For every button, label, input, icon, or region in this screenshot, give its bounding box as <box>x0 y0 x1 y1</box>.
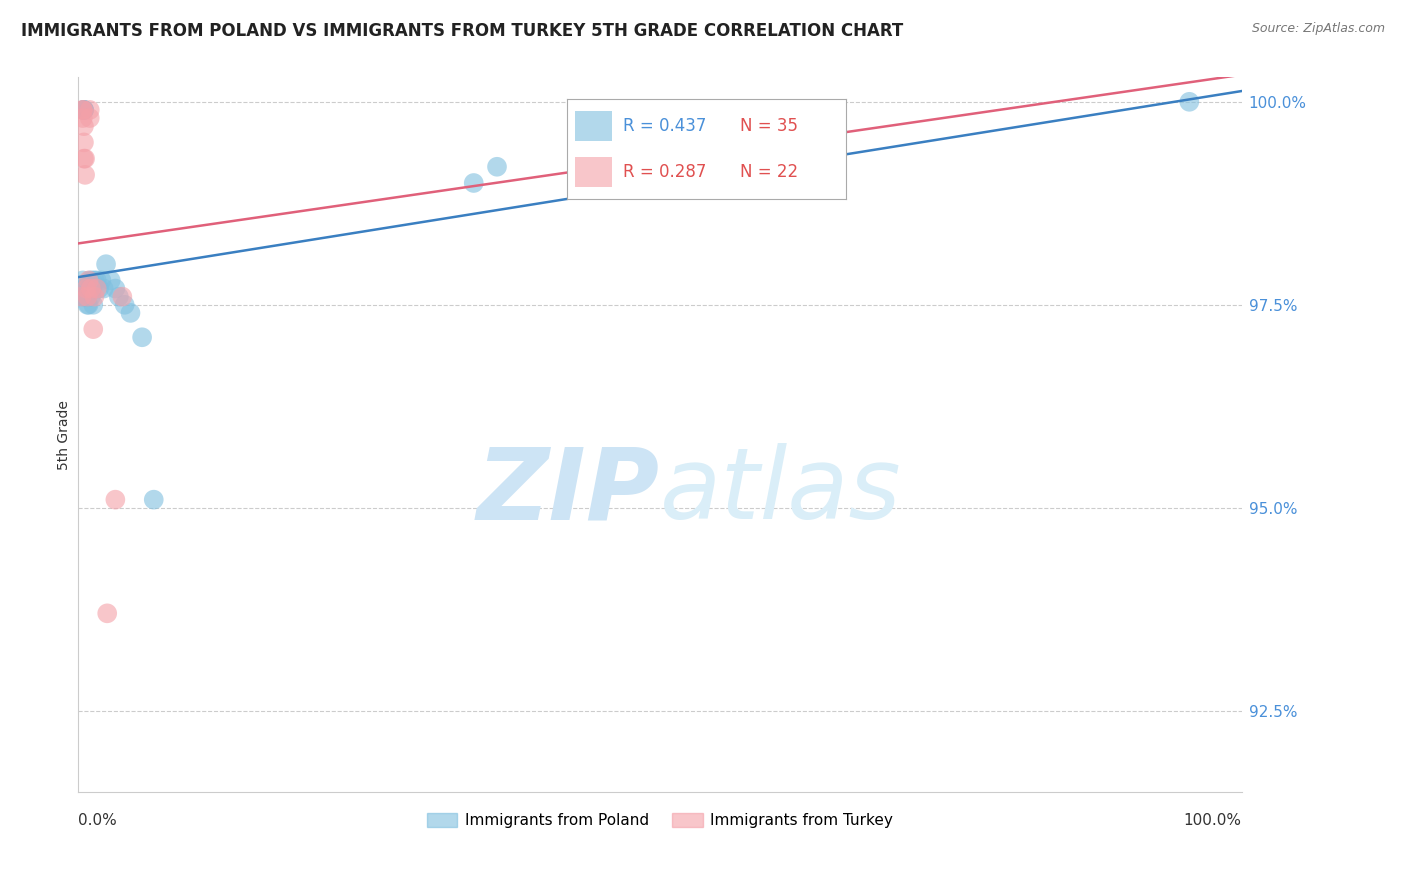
Point <box>104 281 127 295</box>
Point <box>73 119 96 133</box>
Point <box>789 103 811 117</box>
Point <box>77 273 100 287</box>
Point <box>73 103 96 117</box>
Point <box>90 273 112 287</box>
Point <box>76 298 98 312</box>
Point <box>72 290 94 304</box>
Point <box>72 273 94 287</box>
Point <box>72 281 94 295</box>
Point <box>1178 95 1201 109</box>
Point <box>96 607 118 621</box>
Point <box>83 273 105 287</box>
Point <box>76 290 98 304</box>
Text: 100.0%: 100.0% <box>1184 814 1241 829</box>
Point <box>463 176 485 190</box>
Point <box>86 281 108 295</box>
Text: Source: ZipAtlas.com: Source: ZipAtlas.com <box>1251 22 1385 36</box>
Point <box>87 281 110 295</box>
Text: 0.0%: 0.0% <box>79 814 117 829</box>
Point <box>104 492 127 507</box>
Point <box>75 290 97 304</box>
Point <box>75 152 97 166</box>
Point <box>111 290 134 304</box>
Point <box>83 290 105 304</box>
Point <box>79 111 101 125</box>
Point <box>108 290 131 304</box>
Point <box>93 281 115 295</box>
Point <box>73 103 96 117</box>
Point <box>80 281 103 295</box>
Point <box>73 103 96 117</box>
Point <box>100 273 122 287</box>
Point <box>142 492 165 507</box>
Point <box>72 103 94 117</box>
Point <box>80 273 103 287</box>
Point <box>73 152 96 166</box>
Point <box>120 306 142 320</box>
Point <box>75 281 97 295</box>
Point <box>80 290 103 304</box>
Point <box>76 290 98 304</box>
Text: IMMIGRANTS FROM POLAND VS IMMIGRANTS FROM TURKEY 5TH GRADE CORRELATION CHART: IMMIGRANTS FROM POLAND VS IMMIGRANTS FRO… <box>21 22 903 40</box>
Point <box>75 281 97 295</box>
Text: ZIP: ZIP <box>477 443 659 541</box>
Point <box>82 322 104 336</box>
Point <box>73 103 96 117</box>
Point <box>79 273 101 287</box>
Point <box>79 281 101 295</box>
Point <box>75 168 97 182</box>
Point <box>80 281 103 295</box>
Point <box>94 257 117 271</box>
Point <box>73 136 96 150</box>
Point <box>86 273 108 287</box>
Point <box>485 160 508 174</box>
Point <box>72 103 94 117</box>
Point <box>82 298 104 312</box>
Point <box>114 298 136 312</box>
Point <box>77 298 100 312</box>
Point <box>70 290 93 304</box>
Text: atlas: atlas <box>659 443 901 541</box>
Point <box>72 111 94 125</box>
Legend: Immigrants from Poland, Immigrants from Turkey: Immigrants from Poland, Immigrants from … <box>420 807 900 834</box>
Y-axis label: 5th Grade: 5th Grade <box>58 400 72 469</box>
Point <box>131 330 153 344</box>
Point <box>79 103 101 117</box>
Point <box>75 290 97 304</box>
